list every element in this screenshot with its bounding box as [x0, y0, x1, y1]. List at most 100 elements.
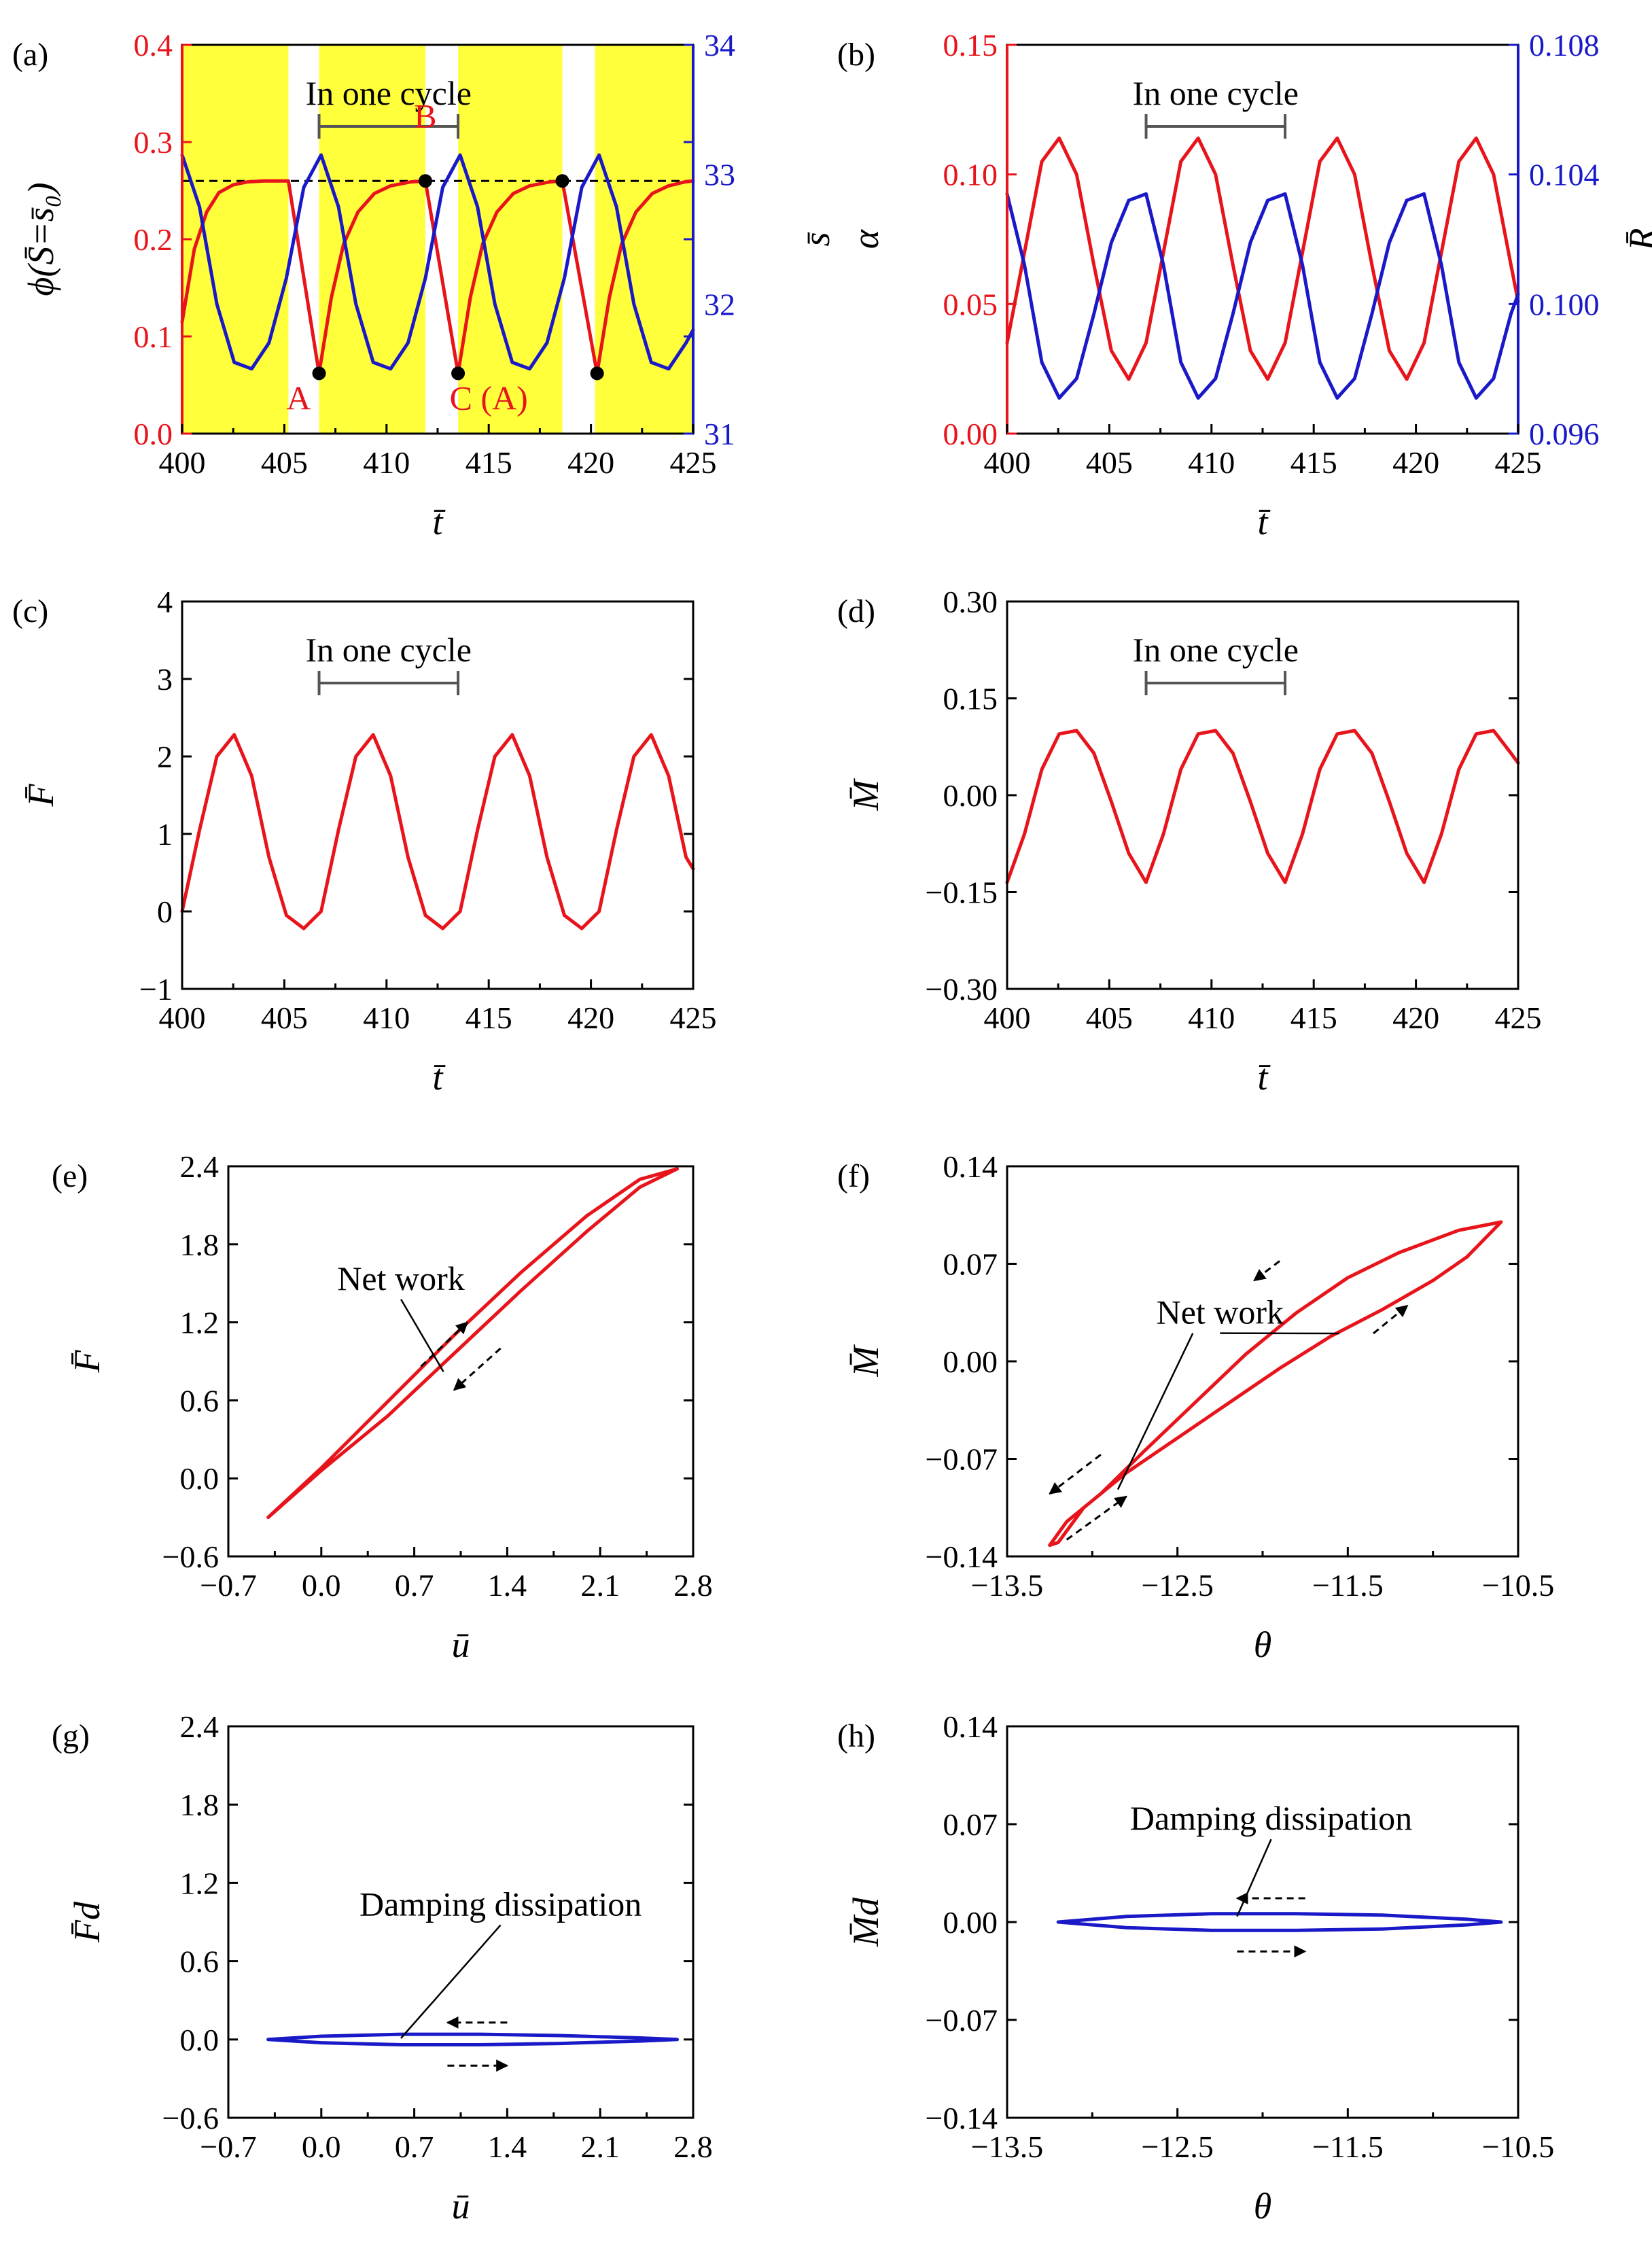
series-line-red: [1005, 136, 1520, 381]
cycle-bracket-label: In one cycle: [306, 631, 472, 669]
direction-arrow: [1372, 1304, 1409, 1335]
panel-f: −13.5 −12.5 −11.5 −10.5 −0.14 −0.07 0.00 0.07 0.…: [837, 1149, 1554, 1665]
shaded-region: [182, 45, 289, 434]
x-axis-label: t̄: [432, 1057, 446, 1098]
panel-label: (a): [12, 37, 48, 73]
x-tick-label: −0.7: [200, 1568, 256, 1603]
annotation-text: B: [414, 97, 436, 135]
x-tick-label: 1.4: [488, 1568, 527, 1603]
y2-axis-label: R̄: [1621, 228, 1652, 251]
data-point-marker: [590, 366, 604, 381]
y2-tick-label: 34: [704, 28, 735, 63]
annotation-text: Damping dissipation: [1130, 1799, 1412, 1837]
x-axis-label: θ: [1254, 2186, 1272, 2227]
series-line-blue: [1056, 1912, 1503, 1932]
panel-g: −0.7 0.0 0.7 1.4 2.1 2.8 −0.6 0.0 0.6 1.2 1.8 2.4 ū F…: [52, 1709, 713, 2227]
x-tick-label: −12.5: [1141, 1568, 1213, 1603]
annotation-text: A: [286, 379, 311, 417]
x-tick-label: 405: [261, 1000, 308, 1035]
y-tick-label: 0.2: [134, 222, 173, 257]
y2-axis-label: s̄: [796, 232, 837, 247]
x-tick-label: −0.7: [200, 2129, 256, 2164]
x-tick-label: 420: [1392, 445, 1439, 480]
y-axis-label: F̄: [67, 1350, 107, 1374]
y-tick-label: 0.00: [943, 778, 998, 813]
x-axis-label: θ: [1254, 1624, 1272, 1665]
x-tick-label: 425: [1495, 445, 1542, 480]
y2-tick-label: 33: [704, 158, 735, 192]
y-tick-label: 0.07: [943, 1807, 998, 1842]
x-tick-label: 410: [1188, 1000, 1235, 1035]
annotation-pointer: [1117, 1333, 1194, 1490]
x-tick-label: 2.8: [673, 1568, 713, 1603]
y2-tick-label: 0.104: [1529, 158, 1600, 192]
x-tick-label: 420: [567, 445, 614, 480]
data-point-marker: [312, 366, 326, 381]
y-tick-label: −0.6: [162, 1539, 219, 1574]
y-tick-label: 1.2: [180, 1866, 219, 1900]
y-tick-label: 0.1: [134, 319, 173, 354]
panel-label: (h): [837, 1718, 875, 1754]
shaded-region: [595, 45, 693, 434]
series-line-blue: [1005, 192, 1520, 400]
y-axis-label: ϕ(S̄=s̄₀): [20, 182, 61, 296]
x-tick-label: 410: [363, 445, 410, 480]
series-line-blue: [266, 2032, 679, 2046]
y-tick-label: −1: [139, 972, 173, 1007]
y-tick-label: 2.4: [180, 1149, 219, 1184]
y-tick-label: −0.14: [926, 2101, 998, 2135]
series-line-red: [180, 733, 695, 930]
x-tick-label: 420: [567, 1000, 614, 1035]
y-tick-label: −0.07: [926, 2003, 998, 2038]
x-tick-label: −12.5: [1141, 2129, 1213, 2164]
x-tick-label: 1.4: [488, 2129, 527, 2164]
series-line-red: [180, 179, 695, 375]
x-tick-label: 2.1: [580, 2129, 620, 2164]
x-axis-label: ū: [452, 1624, 470, 1665]
y-tick-label: 0.4: [134, 28, 173, 63]
y-tick-label: 0.00: [943, 1905, 998, 1940]
x-tick-label: 410: [1188, 445, 1235, 480]
y-tick-label: 0.0: [134, 417, 173, 451]
y-tick-label: 0.0: [180, 2023, 219, 2057]
x-axis-label: ū: [452, 2186, 470, 2227]
y2-tick-label: 0.108: [1529, 28, 1600, 63]
direction-arrow: [1253, 1260, 1280, 1282]
y-tick-label: 0.00: [943, 1344, 998, 1379]
panel-h: −13.5 −12.5 −11.5 −10.5 −0.14 −0.07 0.00 0.07 0.…: [837, 1709, 1554, 2227]
panel-e: −0.7 0.0 0.7 1.4 2.1 2.8 −0.6 0.0 0.6 1.2 1.8 2.4 ū F…: [52, 1149, 713, 1665]
x-tick-label: 415: [465, 445, 512, 480]
cycle-bracket-label: In one cycle: [306, 74, 472, 112]
y2-tick-label: 0.096: [1529, 417, 1600, 451]
x-tick-label: 410: [363, 1000, 410, 1035]
y-tick-label: 0.30: [943, 584, 998, 619]
x-tick-label: 0.0: [302, 1568, 341, 1603]
panel-label: (f): [837, 1158, 870, 1194]
y-tick-label: 0.3: [134, 125, 173, 160]
annotation-text: Damping dissipation: [359, 1885, 642, 1923]
x-tick-label: 415: [465, 1000, 512, 1035]
x-tick-label: 415: [1290, 445, 1337, 480]
y-tick-label: −0.14: [926, 1539, 998, 1574]
x-tick-label: −11.5: [1312, 2129, 1384, 2164]
x-tick-label: 405: [1086, 445, 1133, 480]
y-tick-label: −0.6: [162, 2101, 219, 2135]
y-tick-label: 2: [157, 739, 173, 774]
panel-a: 400 405 410 415 420 425 0.0 0.1 0.2 0.3 0.4 31 32 33 3…: [12, 28, 837, 542]
y2-tick-label: 0.100: [1529, 287, 1600, 321]
y-axis-label: α: [845, 228, 886, 249]
y-tick-label: 0.0: [180, 1461, 219, 1496]
y-axis-label: M̄: [845, 778, 886, 811]
annotation-text: C (A): [450, 379, 528, 417]
y2-tick-label: 31: [704, 417, 735, 451]
y-tick-label: 2.4: [180, 1709, 219, 1744]
y-tick-label: −0.07: [926, 1442, 998, 1477]
y-tick-label: 0.6: [180, 1383, 219, 1418]
annotation-text: Net work: [337, 1259, 464, 1297]
data-point-marker: [555, 174, 569, 188]
x-tick-label: 425: [1495, 1000, 1542, 1035]
y-tick-label: 0.6: [180, 1944, 219, 1979]
y-axis-label: F̄: [20, 784, 61, 807]
y-tick-label: −0.15: [926, 875, 998, 910]
